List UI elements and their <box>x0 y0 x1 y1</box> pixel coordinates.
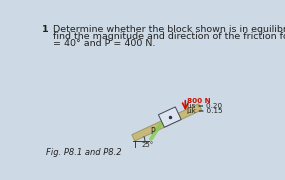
Text: P: P <box>150 127 155 136</box>
Polygon shape <box>132 104 201 141</box>
Text: Determine whether the block shown is in equilibrium and: Determine whether the block shown is in … <box>53 25 285 34</box>
Text: 1: 1 <box>42 25 48 34</box>
Text: 25°: 25° <box>141 142 153 148</box>
Polygon shape <box>158 107 181 127</box>
Text: 800 N: 800 N <box>187 98 211 104</box>
Text: μk = 0.15: μk = 0.15 <box>187 108 223 114</box>
Text: = 40° and P = 400 N.: = 40° and P = 400 N. <box>53 39 155 48</box>
Text: Fig. P8.1 and P8.2: Fig. P8.1 and P8.2 <box>46 148 121 157</box>
Text: μs = 0.20: μs = 0.20 <box>187 103 222 109</box>
Text: find the magnitude and direction of the friction force when: find the magnitude and direction of the … <box>53 32 285 41</box>
